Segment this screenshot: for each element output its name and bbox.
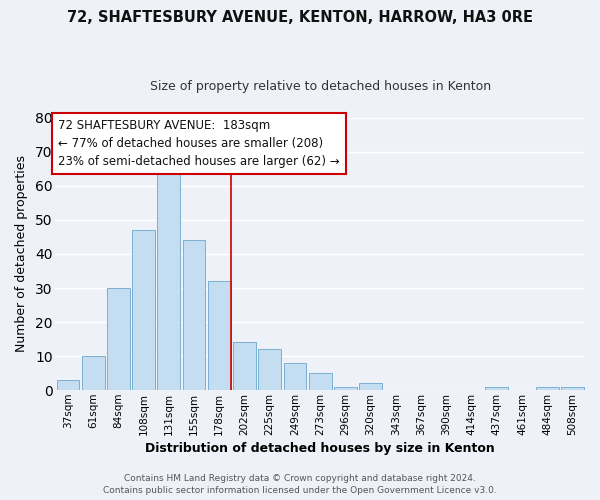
Text: 72 SHAFTESBURY AVENUE:  183sqm
← 77% of detached houses are smaller (208)
23% of: 72 SHAFTESBURY AVENUE: 183sqm ← 77% of d… [58,119,340,168]
Bar [56,380,79,390]
Bar [132,230,155,390]
Bar [359,384,382,390]
Bar [259,350,281,390]
Bar [233,342,256,390]
Bar [82,356,104,390]
Bar [208,281,230,390]
Y-axis label: Number of detached properties: Number of detached properties [15,156,28,352]
X-axis label: Distribution of detached houses by size in Kenton: Distribution of detached houses by size … [145,442,495,455]
Bar [309,373,332,390]
Title: Size of property relative to detached houses in Kenton: Size of property relative to detached ho… [149,80,491,93]
Bar [284,363,307,390]
Bar [183,240,205,390]
Bar [561,386,584,390]
Text: Contains HM Land Registry data © Crown copyright and database right 2024.
Contai: Contains HM Land Registry data © Crown c… [103,474,497,495]
Text: 72, SHAFTESBURY AVENUE, KENTON, HARROW, HA3 0RE: 72, SHAFTESBURY AVENUE, KENTON, HARROW, … [67,10,533,25]
Bar [536,386,559,390]
Bar [107,288,130,390]
Bar [485,386,508,390]
Bar [157,169,180,390]
Bar [334,386,357,390]
